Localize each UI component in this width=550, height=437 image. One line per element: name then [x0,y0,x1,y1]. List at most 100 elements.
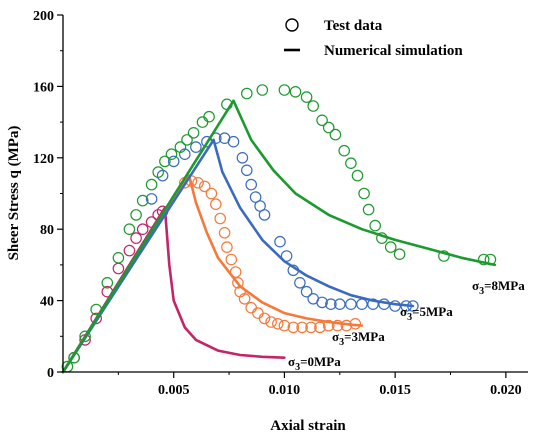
axes: 0 40 80 120 160 200 0.005 0.010 0.015 0.020 [33,9,528,398]
series-label: σ3=0MPa [288,354,341,373]
simulation-line [61,99,497,374]
test-point [227,135,240,148]
series-label: σ3=5MPa [400,304,453,323]
test-point [345,157,357,169]
test-point [218,227,231,239]
test-point [210,198,222,210]
test-point [198,180,211,193]
y-tick-label: 0 [47,366,54,381]
test-point [322,121,335,134]
test-point [278,84,291,96]
test-point [296,321,308,334]
test-point [333,298,346,310]
test-point [358,187,370,200]
test-point [294,276,306,289]
series-label: σ3=8MPa [472,278,525,297]
test-point [136,223,149,235]
test-point [136,194,149,207]
series-labels: σ3=0MPa σ3=3MPa σ3=5MPa σ3=8MPa [288,278,525,373]
test-point [322,319,335,332]
simulation-line [61,174,364,374]
x-axis-label: Axial strain [270,418,346,434]
test-point [314,321,326,334]
test-point [205,187,218,200]
test-point [159,155,171,168]
simulation-line [61,138,415,374]
test-point [316,296,328,309]
test-point [79,330,91,343]
series-2 [61,132,419,374]
series-label: σ3=3MPa [332,329,385,348]
test-point [101,276,114,289]
test-point [192,177,204,189]
simulation-line [61,206,286,374]
y-axis-label: Sheer Stress q (MPa) [6,126,22,261]
legend: Test data Numerical simulation [284,18,463,59]
test-point [278,319,291,332]
x-tick-label: 0.005 [158,383,190,398]
test-point [90,312,102,325]
test-point [274,235,286,248]
test-point [258,312,271,325]
test-point [165,148,178,160]
test-point [438,250,450,262]
test-point [203,110,215,123]
test-point [329,128,342,141]
series-3 [61,84,497,374]
test-point [351,169,364,182]
test-point [236,152,249,164]
test-point [265,316,277,328]
legend-sim-label: Numerical simulation [324,43,463,59]
test-point [316,114,328,127]
test-point [152,166,164,178]
plot-marks [61,84,497,374]
test-point [232,276,244,289]
y-tick-label: 40 [40,295,54,310]
test-point [271,317,284,330]
test-point [145,178,158,191]
test-point [338,144,350,157]
test-point [190,141,202,153]
test-point [300,285,313,298]
test-point [369,219,381,232]
test-point [307,100,319,112]
legend-test-marker [285,18,299,32]
test-point [123,244,136,257]
x-tick-label: 0.010 [269,383,301,398]
test-point [245,178,257,191]
test-point [167,155,180,168]
test-point [362,203,375,216]
test-point [130,209,142,221]
test-point [477,253,490,266]
test-point [305,321,317,334]
test-point [345,298,357,310]
y-tick-label: 80 [40,223,54,238]
test-point [367,298,379,310]
test-point [214,212,226,225]
test-point [289,86,302,98]
y-tick-label: 120 [33,152,54,167]
test-point [249,191,262,203]
test-point [174,141,187,153]
test-point [112,251,125,264]
test-point [130,232,142,244]
test-point [331,319,344,332]
test-point [221,241,233,253]
test-point [187,127,200,139]
y-tick-label: 200 [33,9,54,24]
series-1 [61,174,364,374]
test-point [384,241,397,253]
y-tick-label: 160 [33,80,54,95]
test-point [238,292,251,305]
legend-test-label: Test data [324,18,383,34]
test-point [393,248,406,260]
test-point [300,91,313,103]
x-tick-label: 0.020 [490,383,522,398]
test-point [145,193,158,205]
test-point [181,134,193,146]
test-point [225,253,238,266]
x-tick-label: 0.015 [379,383,411,398]
test-point [287,321,300,334]
